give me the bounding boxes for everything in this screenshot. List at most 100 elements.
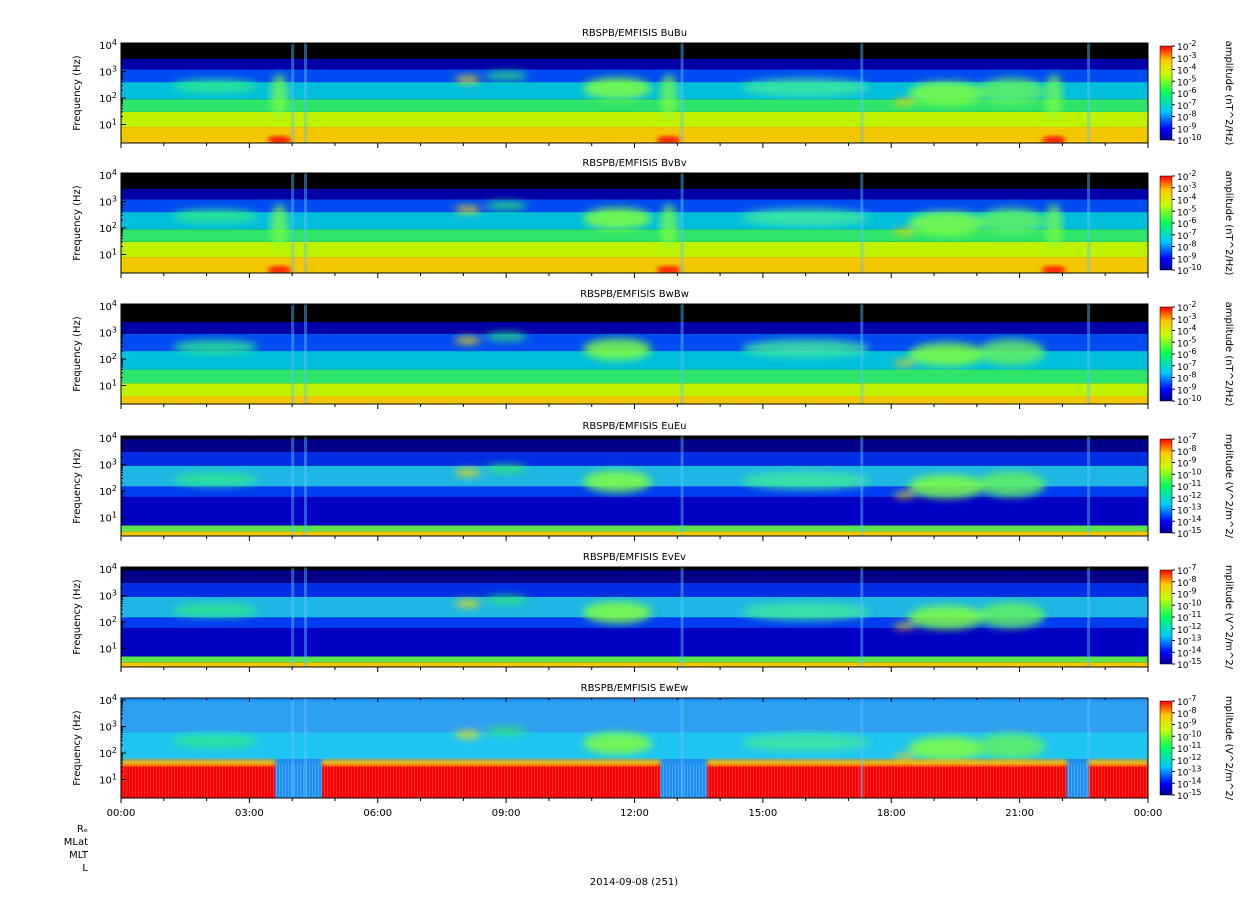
colorbar-tick-label: 10-12 — [1177, 491, 1202, 505]
y-tick-label: 102 — [99, 91, 117, 105]
colorbar-label: amplitude (nT^2/Hz) — [1223, 171, 1234, 276]
colorbar-tick-label: 10-2 — [1177, 39, 1196, 53]
y-axis-label: Frequency (Hz) — [72, 579, 83, 655]
colorbar-tick-label: 10-6 — [1177, 347, 1196, 361]
colorbar-tick-label: 10-13 — [1177, 634, 1202, 648]
colorbar-tick-label: 10-5 — [1177, 335, 1196, 349]
colorbar-tick-label: 10-15 — [1177, 526, 1202, 540]
colorbar-tick-label: 10-7 — [1177, 563, 1196, 577]
colorbar-tick-label: 10-8 — [1177, 110, 1196, 124]
colorbar-tick-label: 10-8 — [1177, 706, 1196, 720]
colorbar: 10-210-310-410-510-610-710-810-910-10 amp… — [1159, 39, 1234, 147]
colorbar: 10-710-810-910-1010-1110-1210-1310-1410-… — [1159, 432, 1234, 540]
spectrogram-panel: RBSPB/EMFISIS BwBw Frequency (Hz) 101 102 10… — [72, 289, 1234, 409]
y-axis-label: Frequency (Hz) — [72, 55, 83, 131]
panel-title: RBSPB/EMFISIS BvBv — [582, 158, 686, 169]
spectrogram-panel: RBSPB/EMFISIS EuEu Frequency (Hz) 101 102 10… — [72, 421, 1234, 541]
time-tick-label: 06:00 — [363, 808, 392, 819]
colorbar-tick-label: 10-13 — [1177, 765, 1202, 779]
colorbar-tick-label: 10-3 — [1177, 312, 1196, 326]
y-tick-label: 101 — [99, 117, 117, 131]
colorbar-tick-label: 10-2 — [1177, 169, 1196, 183]
colorbar-tick-label: 10-8 — [1177, 371, 1196, 385]
colorbar-tick-label: 10-10 — [1177, 467, 1202, 481]
spectrogram-image — [121, 567, 1148, 667]
colorbar: 10-210-310-410-510-610-710-810-910-10 amp… — [1159, 169, 1234, 277]
spectrogram-panel: RBSPB/EMFISIS BuBu Frequency (Hz) 101 102 10… — [72, 28, 1234, 148]
colorbar-tick-label: 10-6 — [1177, 216, 1196, 230]
y-axis-label: Frequency (Hz) — [72, 316, 83, 392]
colorbar: 10-710-810-910-1010-1110-1210-1310-1410-… — [1159, 694, 1234, 802]
y-axis-label: Frequency (Hz) — [72, 185, 83, 261]
colorbar-tick-label: 10-13 — [1177, 503, 1202, 517]
time-tick-label: 00:00 — [1134, 808, 1163, 819]
spectrogram-image — [121, 304, 1148, 404]
y-tick-label: 101 — [99, 641, 117, 655]
colorbar-tick-label: 10-10 — [1177, 598, 1202, 612]
colorbar: 10-710-810-910-1010-1110-1210-1310-1410-… — [1159, 563, 1234, 671]
y-tick-label: 104 — [99, 693, 117, 707]
colorbar-tick-label: 10-7 — [1177, 98, 1196, 112]
spectrogram-image — [121, 698, 1148, 798]
colorbar-tick-label: 10-10 — [1177, 263, 1202, 277]
colorbar-tick-label: 10-15 — [1177, 788, 1202, 802]
y-tick-label: 102 — [99, 746, 117, 760]
colorbar-tick-label: 10-8 — [1177, 240, 1196, 254]
y-tick-label: 104 — [99, 431, 117, 445]
ephemeris-label-mlat: MLat — [64, 837, 88, 848]
colorbar-label: mplitude (V^2/m^2/ — [1223, 434, 1234, 539]
colorbar-tick-label: 10-14 — [1177, 514, 1202, 528]
time-tick-label: 09:00 — [492, 808, 521, 819]
colorbar-tick-label: 10-7 — [1177, 359, 1196, 373]
colorbar-tick-label: 10-15 — [1177, 657, 1202, 671]
y-axis-label: Frequency (Hz) — [72, 448, 83, 524]
y-tick-label: 103 — [99, 326, 117, 340]
y-tick-label: 101 — [99, 378, 117, 392]
y-tick-label: 103 — [99, 720, 117, 734]
y-tick-label: 102 — [99, 615, 117, 629]
ephemeris-footer: Rₑ MLat MLT L 2014-09-08 (251) 00:00 03:0… — [64, 808, 1163, 888]
y-tick-label: 103 — [99, 458, 117, 472]
colorbar-tick-label: 10-9 — [1177, 121, 1196, 135]
time-tick-label: 03:00 — [235, 808, 264, 819]
colorbar-tick-label: 10-10 — [1177, 133, 1202, 147]
colorbar-tick-label: 10-2 — [1177, 300, 1196, 314]
spectrogram-image — [121, 43, 1148, 143]
colorbar-tick-label: 10-9 — [1177, 382, 1196, 396]
colorbar-tick-label: 10-7 — [1177, 228, 1196, 242]
colorbar-tick-label: 10-4 — [1177, 193, 1196, 207]
y-tick-label: 102 — [99, 221, 117, 235]
colorbar-tick-label: 10-9 — [1177, 587, 1196, 601]
spectrogram-panel: RBSPB/EMFISIS BvBv Frequency (Hz) 101 102 10… — [72, 158, 1234, 278]
y-tick-label: 103 — [99, 65, 117, 79]
colorbar-tick-label: 10-8 — [1177, 444, 1196, 458]
time-tick-label: 00:00 — [107, 808, 136, 819]
y-tick-label: 103 — [99, 195, 117, 209]
y-tick-label: 104 — [99, 168, 117, 182]
colorbar-tick-label: 10-7 — [1177, 694, 1196, 708]
time-tick-label: 18:00 — [877, 808, 906, 819]
y-tick-label: 101 — [99, 510, 117, 524]
spectrogram-panel: RBSPB/EMFISIS EwEw Frequency (Hz) 101 102 10… — [72, 683, 1234, 803]
colorbar-tick-label: 10-4 — [1177, 63, 1196, 77]
colorbar-label: mplitude (V^2/m^2/ — [1223, 565, 1234, 670]
colorbar-tick-label: 10-14 — [1177, 776, 1202, 790]
ephemeris-label-mlt: MLT — [69, 850, 89, 861]
y-tick-label: 104 — [99, 562, 117, 576]
colorbar-tick-label: 10-10 — [1177, 729, 1202, 743]
ephemeris-label-re: Rₑ — [77, 824, 88, 835]
colorbar-tick-label: 10-6 — [1177, 86, 1196, 100]
colorbar-label: amplitude (nT^2/Hz) — [1223, 302, 1234, 407]
colorbar-tick-label: 10-9 — [1177, 456, 1196, 470]
spectrogram-image — [121, 173, 1148, 273]
colorbar-tick-label: 10-8 — [1177, 575, 1196, 589]
panels-group: RBSPB/EMFISIS BuBu Frequency (Hz) 101 102 10… — [72, 28, 1234, 803]
y-tick-label: 104 — [99, 38, 117, 52]
y-tick-label: 104 — [99, 299, 117, 313]
y-tick-label: 102 — [99, 484, 117, 498]
y-axis-label: Frequency (Hz) — [72, 710, 83, 786]
colorbar-tick-label: 10-12 — [1177, 622, 1202, 636]
time-tick-label: 12:00 — [620, 808, 649, 819]
colorbar-tick-label: 10-5 — [1177, 74, 1196, 88]
